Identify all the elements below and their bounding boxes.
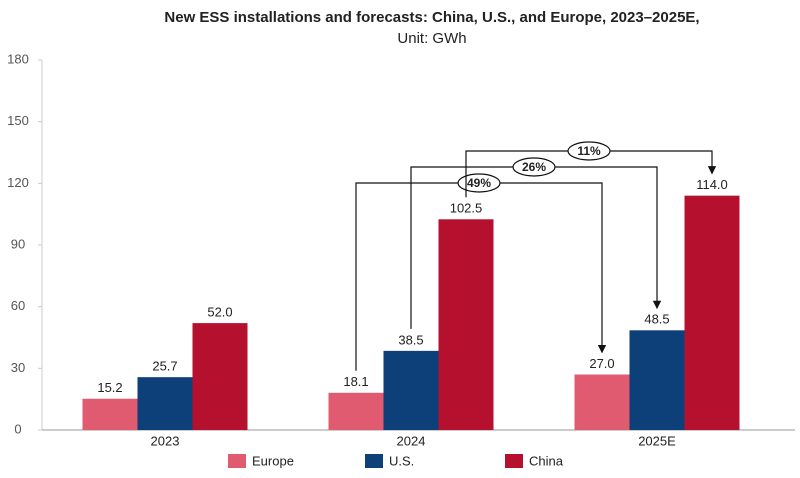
bar xyxy=(574,374,630,430)
legend-swatch xyxy=(505,454,523,468)
y-tick-label: 150 xyxy=(7,113,29,128)
bar xyxy=(328,392,384,430)
annotation: 11% xyxy=(577,144,601,158)
value-label: 48.5 xyxy=(644,312,669,327)
y-tick-label: 0 xyxy=(14,421,21,436)
annotation-badge xyxy=(567,141,611,161)
legend-label: Europe xyxy=(252,453,294,468)
value-label: 114.0 xyxy=(696,177,728,192)
x-tick-label: 2023 xyxy=(151,433,180,448)
y-tick-label: 30 xyxy=(11,360,25,375)
value-label: 38.5 xyxy=(398,332,423,347)
value-label: 18.1 xyxy=(343,374,368,389)
bar xyxy=(137,377,193,430)
y-tick-label: 180 xyxy=(7,51,29,66)
value-label: 27.0 xyxy=(589,356,614,371)
value-label: 25.7 xyxy=(152,359,177,374)
bar xyxy=(438,219,494,430)
y-tick-label: 90 xyxy=(11,236,25,251)
bar xyxy=(383,350,439,430)
legend-swatch xyxy=(365,454,383,468)
chart-title: New ESS installations and forecasts: Chi… xyxy=(164,9,699,26)
annotation: 49% xyxy=(467,176,491,190)
x-tick-label: 2025E xyxy=(638,433,676,448)
legend-swatch xyxy=(228,454,246,468)
legend-label: China xyxy=(529,453,564,468)
y-tick-label: 120 xyxy=(7,175,29,190)
annotation: 26% xyxy=(522,160,546,174)
legend-label: U.S. xyxy=(389,453,414,468)
value-label: 102.5 xyxy=(450,201,483,216)
y-tick-label: 60 xyxy=(11,298,25,313)
bar xyxy=(82,398,138,430)
bar xyxy=(192,323,248,430)
x-tick-label: 2024 xyxy=(397,433,426,448)
bar xyxy=(629,330,685,430)
annotation-badge xyxy=(457,173,501,193)
bar xyxy=(684,195,740,430)
value-label: 52.0 xyxy=(207,305,232,320)
chart-subtitle: Unit: GWh xyxy=(397,30,466,47)
annotation-badge xyxy=(512,157,556,177)
value-label: 15.2 xyxy=(97,380,122,395)
